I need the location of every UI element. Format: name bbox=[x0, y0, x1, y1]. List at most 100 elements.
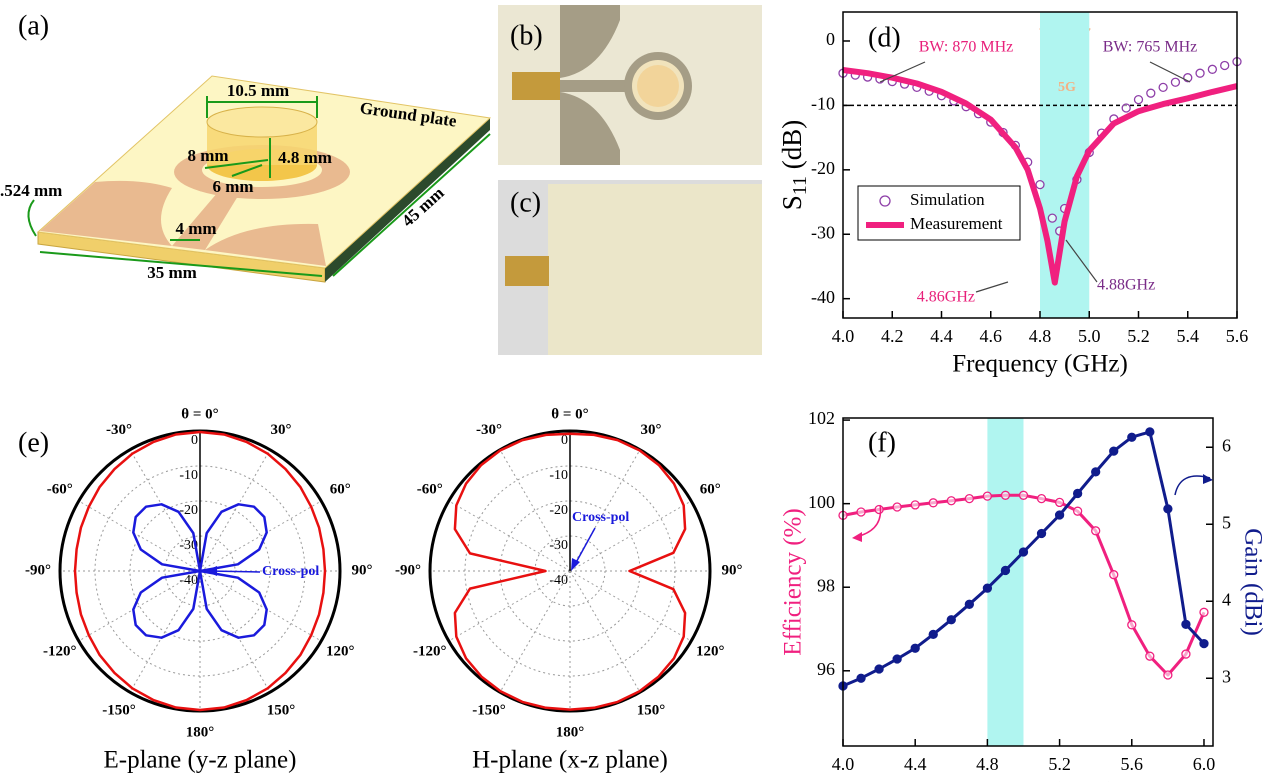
grid-spoke bbox=[569, 449, 641, 572]
photo-top bbox=[498, 5, 762, 165]
feed-metal bbox=[560, 80, 630, 92]
board-back bbox=[548, 184, 762, 355]
data-point bbox=[1109, 570, 1119, 580]
data-point bbox=[928, 498, 938, 508]
grid-spoke bbox=[78, 500, 201, 572]
y-tick-label: 96 bbox=[817, 659, 835, 679]
grid-spoke bbox=[448, 500, 571, 572]
y2-tick-label: 5 bbox=[1222, 512, 1231, 532]
data-point bbox=[856, 507, 866, 517]
y-tick-label: 0 bbox=[826, 29, 835, 49]
r-tick-label: -30 bbox=[549, 538, 568, 553]
annotation: 4.86GHz bbox=[917, 289, 975, 306]
angle-label: θ = 0° bbox=[181, 406, 218, 422]
data-point bbox=[874, 504, 884, 515]
angle-label: -60° bbox=[47, 481, 73, 497]
y-tick-label: 100 bbox=[808, 492, 835, 512]
angle-label: -30° bbox=[476, 422, 502, 438]
data-point bbox=[1145, 651, 1155, 661]
legend-swatch bbox=[879, 195, 891, 207]
grid-spoke bbox=[569, 500, 692, 572]
ground-patch-left bbox=[40, 180, 172, 246]
grid-spoke bbox=[199, 449, 271, 572]
feed-line bbox=[172, 192, 238, 250]
grid-spoke bbox=[499, 570, 571, 693]
data-point bbox=[1146, 88, 1156, 98]
y-axis-label-part: 11 bbox=[789, 176, 811, 195]
x-axis-label: Frequency (GHz) bbox=[940, 779, 1116, 782]
annotation-arrow bbox=[1065, 239, 1098, 283]
angle-label: -90° bbox=[25, 562, 51, 578]
caption: E-plane (y-z plane) bbox=[104, 747, 297, 774]
angle-label: 150° bbox=[267, 703, 296, 719]
y-tick-label: -20 bbox=[811, 158, 835, 178]
data-point bbox=[1220, 60, 1230, 71]
y2-tick-label: 6 bbox=[1222, 435, 1231, 455]
data-point bbox=[1072, 506, 1083, 516]
y-axis-label-part: (dB) bbox=[777, 120, 807, 176]
dim-label: 4 mm bbox=[175, 219, 216, 238]
y-tick-label: -10 bbox=[811, 94, 835, 114]
grid-spoke bbox=[569, 570, 692, 642]
ground-metal bbox=[560, 5, 620, 78]
data-point bbox=[874, 664, 884, 674]
x-tick-label: 6.0 bbox=[1193, 754, 1216, 774]
ground-metal bbox=[560, 92, 620, 165]
arrow-head bbox=[571, 558, 580, 571]
data-point bbox=[1109, 446, 1119, 456]
data-point bbox=[1036, 528, 1047, 539]
data-point bbox=[1181, 619, 1191, 629]
annotation-arrow bbox=[879, 61, 926, 83]
board-side bbox=[325, 118, 490, 282]
x-tick-label: 4.8 bbox=[1029, 326, 1052, 346]
angle-label: -120° bbox=[413, 643, 447, 659]
data-point bbox=[1163, 670, 1173, 680]
angle-label: 30° bbox=[641, 422, 662, 438]
angle-label: 120° bbox=[326, 643, 355, 659]
x-tick-label: 4.0 bbox=[832, 326, 855, 346]
angle-label: -150° bbox=[472, 703, 506, 719]
data-point bbox=[1018, 547, 1029, 557]
angle-label: 180° bbox=[186, 724, 215, 740]
r-tick-label: -20 bbox=[179, 503, 198, 518]
annotation-arrow bbox=[1149, 61, 1191, 83]
data-point bbox=[1091, 526, 1101, 536]
annotation: Cross-pol bbox=[572, 510, 629, 525]
arrow-head bbox=[852, 532, 862, 542]
annotation: BW: 870 MHz bbox=[919, 39, 1014, 56]
r-tick-label: -10 bbox=[179, 468, 198, 483]
antenna-model: 10.5 mm Ground plate 8 mm 4.8 mm 6 mm .5… bbox=[0, 75, 492, 283]
data-point bbox=[982, 491, 993, 501]
dra-top bbox=[206, 106, 318, 138]
x-tick-label: 5.6 bbox=[1226, 326, 1249, 346]
data-point bbox=[1000, 490, 1011, 500]
legend-label: Measurement bbox=[910, 214, 1003, 233]
angle-label: -150° bbox=[102, 703, 136, 719]
r-tick-label: -40 bbox=[549, 573, 568, 588]
x-tick-label: 5.4 bbox=[1177, 326, 1200, 346]
data-point bbox=[1199, 638, 1209, 649]
data-point bbox=[1018, 490, 1029, 500]
panel-label: (b) bbox=[510, 20, 543, 51]
data-point bbox=[1181, 649, 1191, 659]
x-tick-label: 4.6 bbox=[980, 326, 1003, 346]
connector bbox=[505, 256, 549, 286]
panel-label: (c) bbox=[510, 187, 541, 218]
y2-axis-label: Gain (dBi) bbox=[1239, 528, 1266, 636]
data-point bbox=[1163, 504, 1173, 514]
y-tick-label: -30 bbox=[811, 222, 835, 242]
angle-label: 90° bbox=[352, 562, 373, 578]
panel-label: (f) bbox=[868, 427, 896, 458]
grid-spoke bbox=[448, 570, 571, 642]
photo-bottom bbox=[498, 180, 762, 355]
caption: H-plane (x-z plane) bbox=[472, 747, 668, 774]
dim-label: 6 mm bbox=[212, 177, 253, 196]
angle-label: -120° bbox=[43, 643, 77, 659]
r-tick-label: -20 bbox=[549, 503, 568, 518]
angle-label: 60° bbox=[330, 481, 351, 497]
annotation-arrow bbox=[975, 281, 1009, 293]
y2-tick-label: 4 bbox=[1222, 589, 1231, 609]
data-point bbox=[1133, 94, 1144, 105]
data-point bbox=[892, 502, 902, 512]
x-tick-label: 5.2 bbox=[1127, 326, 1150, 346]
